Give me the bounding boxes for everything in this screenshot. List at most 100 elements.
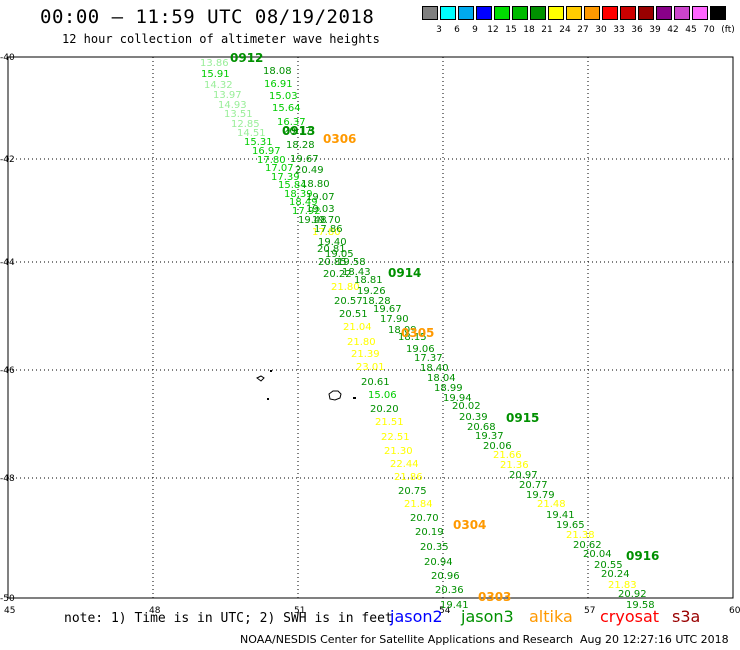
pass-time-label: 0915 [506,411,539,425]
y-tick-label: -44 [0,258,15,268]
wave-height-label: 19.37 [475,431,504,442]
wave-height-label: 20.70 [410,513,439,524]
wave-height-label: 21.80 [347,337,376,348]
wave-height-label: 18.40 [420,363,449,374]
island-dot [270,370,272,372]
island-outline [328,390,342,401]
wave-height-label: 12.85 [231,119,260,130]
wave-height-label: 20.35 [420,542,449,553]
wave-height-label: 21.84 [404,499,433,510]
island-outline [256,375,265,382]
color-swatch [638,6,654,20]
wave-height-label: 20.57 [334,296,363,307]
wave-height-label: 16.97 [252,146,281,157]
wave-height-label: 21.48 [537,499,566,510]
pass-time-label: 0916 [626,549,659,563]
wave-height-label: 19.40 [318,237,347,248]
wave-height-label: 20.36 [435,585,464,596]
wave-height-label: 15.03 [269,91,298,102]
color-scale-tick: 24 [559,25,571,35]
wave-height-label: 14.51 [237,128,266,139]
wave-height-label: 18.99 [434,383,463,394]
x-tick-label: 51 [294,606,305,616]
wave-height-label: 18.49 [289,197,318,208]
legend-jason3: jason3 [461,607,514,626]
credit-line: NOAA/NESDIS Center for Satellite Applica… [240,633,574,646]
wave-height-label: 21.36 [500,460,529,471]
wave-height-label: 19.67 [373,304,402,315]
wave-height-label: 18.80 [301,179,330,190]
wave-height-label: 19.06 [406,344,435,355]
wave-height-label: 17.86 [314,224,343,235]
wave-height-label: 15.91 [201,69,230,80]
wave-height-label: 17.80 [257,155,286,166]
color-swatch [674,6,690,20]
wave-height-label: 18.09 [388,325,417,336]
color-scale-tick: 12 [487,25,499,35]
wave-height-label: 19.41 [546,510,575,521]
wave-height-label: 19.58 [337,257,366,268]
wave-height-label: 17.90 [380,314,409,325]
wave-height-label: 18.28 [362,296,391,307]
wave-height-label: 20.92 [618,589,647,600]
axis-tick-labels: 45 48 51 54 57 60 -40 -42 -44 -46 -48 -50 [0,53,740,616]
wave-height-label: 20.96 [431,571,460,582]
wave-height-label: 19.67 [290,154,319,165]
wave-height-label: 21.86 [394,472,423,483]
y-tick-label: -48 [0,474,15,484]
color-swatch [692,6,708,20]
x-tick-label: 60 [729,606,740,616]
wave-height-label: 19.58 [626,600,655,611]
wave-height-label: 20.94 [424,557,453,568]
wave-height-label: 20.68 [467,422,496,433]
x-tick-label: 54 [439,606,451,616]
color-scale-tick: 33 [613,25,625,35]
legend-s3a: s3a [672,607,701,626]
wave-height-label: 15.64 [272,103,301,114]
island-dot [267,398,269,400]
wave-height-label: 15.84 [278,180,307,191]
color-swatch [440,6,456,20]
wave-height-label: 18.81 [354,275,383,286]
wave-height-label: 20.85 [318,257,347,268]
color-swatch [530,6,546,20]
wave-height-label: 21.39 [351,349,380,360]
wave-height-label: 20.77 [519,480,548,491]
map-subtitle: 12 hour collection of altimeter wave hei… [62,32,380,46]
y-tick-label: -50 [0,594,15,604]
wave-height-label: 16.91 [264,79,293,90]
wave-height-label: 18.04 [427,373,456,384]
wave-height-label: 18.43 [342,267,371,278]
wave-height-label: 20.97 [509,470,538,481]
pass-time-label: 0306 [323,132,356,146]
generated-timestamp: Aug 20 12:27:16 UTC 2018 [580,633,729,646]
pass-time-label: 0303 [478,590,511,604]
color-scale-tick: 30 [595,25,607,35]
wave-height-label: 21.80 [331,282,360,293]
color-swatch [494,6,510,20]
color-swatch [476,6,492,20]
pass-time-label: 0913 [282,124,315,138]
wave-height-label: 16.37 [277,117,306,128]
wave-height-label: 19.41 [440,600,469,611]
wave-height-label: 20.24 [601,569,630,580]
map-grid [7,56,734,599]
wave-height-label: 23.01 [356,362,385,373]
pass-time-label: 0914 [388,266,421,280]
wave-height-label: 20.51 [339,309,368,320]
wave-height-label: 20.49 [295,165,324,176]
island-outlines [256,370,356,401]
footnote: note: 1) Time is in UTC; 2) SWH is in fe… [64,611,393,626]
y-tick-label: -46 [0,366,15,376]
color-scale-tick: 27 [577,25,589,35]
wave-height-label: 18.39 [284,189,313,200]
wave-height-label: 20.81 [317,244,346,255]
wave-height-values: 13.8615.9114.3213.9714.9313.5112.8514.51… [200,58,655,611]
x-tick-label: 57 [584,606,595,616]
wave-height-label: 17.92 [292,206,321,217]
color-scale-tick: 39 [649,25,661,35]
wave-height-label: 20.55 [594,560,623,571]
wave-height-label: 15.06 [368,390,397,401]
wave-height-label: 20.02 [452,401,481,412]
